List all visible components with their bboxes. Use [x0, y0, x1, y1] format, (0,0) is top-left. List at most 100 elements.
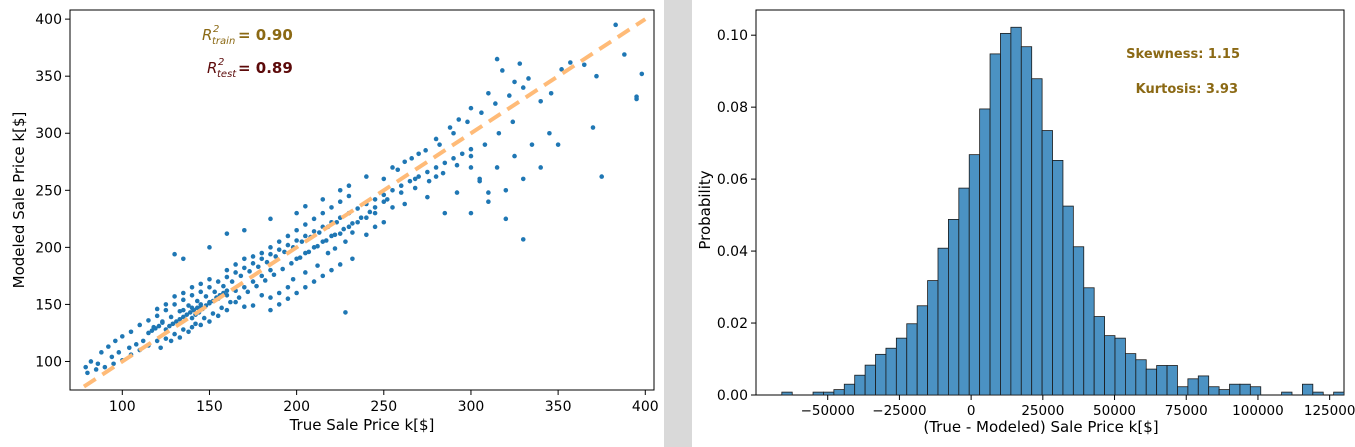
scatter-point [315, 243, 320, 249]
scatter-point [390, 205, 395, 210]
scatter-point [390, 165, 395, 170]
y-tick-label: 300 [35, 126, 62, 142]
scatter-point [486, 199, 491, 205]
scatter-point [242, 304, 247, 309]
histogram-bar [1197, 375, 1210, 396]
scatter-point [512, 79, 517, 85]
r2-train-annotation: R 2 train = 0.90 [202, 24, 293, 47]
scatter-point [154, 306, 160, 312]
scatter-y-axis-label: Modeled Sale Price k[$] [10, 112, 28, 289]
scatter-point [153, 326, 158, 331]
scatter-point [170, 321, 176, 327]
scatter-point [346, 224, 352, 230]
scatter-point [207, 300, 212, 306]
scatter-point [271, 272, 277, 278]
scatter-point [285, 242, 291, 248]
scatter-point [447, 125, 453, 130]
x-tick-label: −25000 [872, 403, 926, 419]
scatter-point [409, 156, 414, 161]
scatter-point [303, 270, 308, 275]
scatter-point [276, 247, 282, 252]
scatter-point [337, 188, 343, 193]
histogram-bar [895, 337, 908, 396]
scatter-point [500, 68, 505, 73]
scatter-point [341, 226, 346, 232]
scatter-point [184, 312, 190, 317]
scatter-point [233, 299, 238, 305]
scatter-point [106, 344, 111, 349]
scatter-point [250, 279, 256, 284]
scatter-point [346, 183, 352, 189]
scatter-point [264, 259, 270, 265]
histogram-bar [1302, 383, 1314, 396]
scatter-point [203, 294, 209, 299]
scatter-point [381, 176, 387, 182]
x-tick-label: 300 [458, 399, 485, 415]
histogram-bar [864, 364, 876, 396]
r2-test-annotation: R 2 test = 0.89 [207, 57, 293, 80]
scatter-point [332, 232, 338, 238]
scatter-point [320, 210, 326, 216]
x-tick-label: 25000 [1021, 403, 1064, 419]
histogram-bar [885, 347, 897, 396]
scatter-point [538, 98, 543, 104]
scatter-point [247, 269, 252, 274]
scatter-point [323, 238, 329, 243]
scatter-y-ticks: 100 150 200 250 300 350 400 [35, 12, 70, 370]
scatter-point [158, 345, 163, 351]
histogram-bar [1177, 386, 1189, 396]
scatter-point [384, 197, 390, 202]
histogram-bars [781, 26, 1345, 396]
scatter-point [451, 156, 456, 161]
y-tick-label: 150 [35, 297, 62, 313]
scatter-point [454, 190, 460, 195]
scatter-point [102, 364, 108, 370]
scatter-point [282, 249, 287, 255]
scatter-point [215, 313, 221, 319]
scatter-point [242, 284, 247, 290]
scatter-point [268, 216, 273, 222]
x-tick-label: 100 [109, 399, 136, 415]
x-tick-label: −50000 [801, 403, 855, 419]
scatter-point [456, 117, 462, 122]
scatter-point [303, 203, 308, 209]
scatter-point [425, 169, 430, 175]
scatter-point [311, 229, 317, 234]
scatter-point [520, 176, 526, 182]
y-tick-label: 400 [35, 12, 62, 28]
r2-test-value: = 0.89 [238, 59, 293, 77]
scatter-point [191, 307, 197, 313]
scatter-point [128, 329, 134, 335]
scatter-point [320, 273, 326, 279]
scatter-point [294, 210, 299, 216]
scatter-point [459, 151, 465, 157]
scatter-point [276, 290, 282, 296]
scatter-point [276, 302, 282, 307]
scatter-point [167, 323, 172, 329]
scatter-point [198, 281, 204, 287]
scatter-point [477, 176, 482, 182]
scatter-point [219, 305, 224, 311]
scatter-point [186, 329, 191, 335]
histogram-bar [979, 108, 991, 396]
scatter-point [496, 130, 502, 136]
scatter-point [289, 261, 294, 266]
scatter-point [294, 256, 299, 262]
scatter-point [236, 295, 242, 300]
scatter-point [407, 178, 413, 184]
histogram-bar [1072, 246, 1085, 396]
histogram-bar [781, 391, 793, 396]
scatter-point [181, 314, 186, 320]
scatter-point [503, 188, 509, 193]
scatter-point [520, 237, 526, 242]
histogram-bar [1249, 386, 1262, 396]
scatter-point [350, 221, 355, 226]
scatter-point [250, 254, 256, 259]
scatter-point [639, 71, 645, 77]
scatter-point [224, 274, 230, 280]
x-tick-label: 0 [967, 403, 976, 419]
scatter-point [468, 153, 474, 159]
scatter-panel: 100 150 200 250 300 350 400 100 150 200 250 300 350… [0, 0, 664, 447]
scatter-point [250, 303, 256, 308]
scatter-point [599, 174, 605, 179]
